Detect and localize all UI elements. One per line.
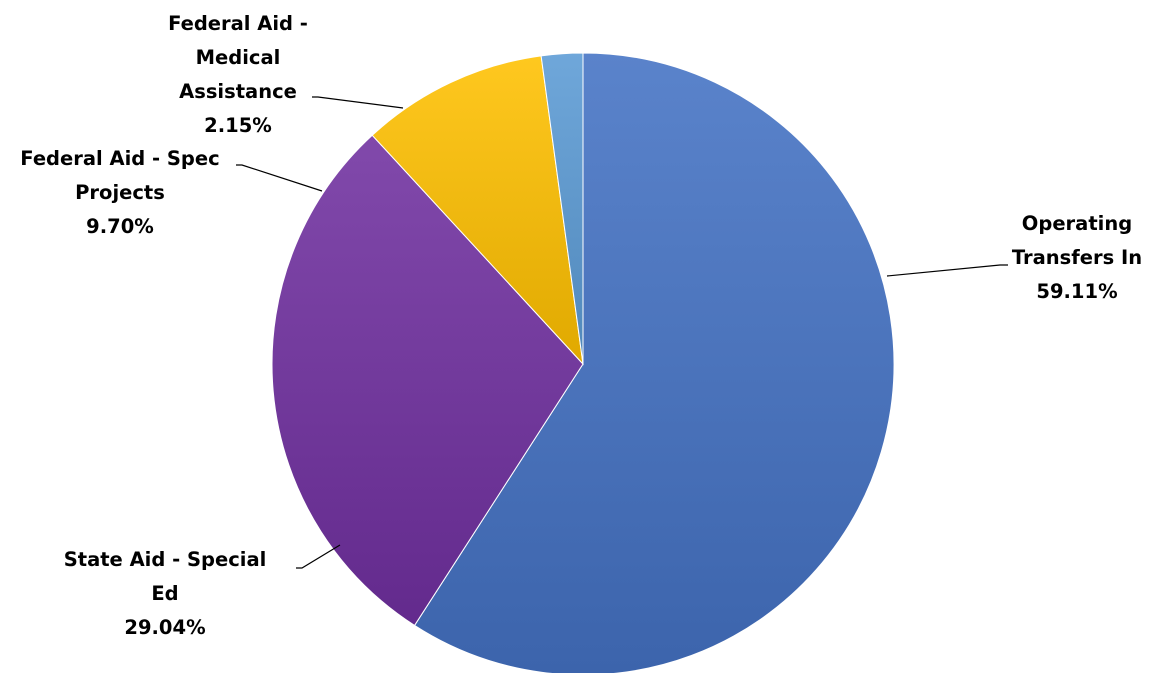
data-label-name: State Aid - Special <box>64 548 267 571</box>
data-label-4: Federal Aid - Medical Assistance 2.15% <box>168 12 308 137</box>
pie-slice-1 <box>413 52 895 673</box>
data-label-percent: 59.11% <box>1036 280 1117 303</box>
data-labels: Operating Transfers In 59.11% State Aid - S… <box>20 12 1142 639</box>
data-label-name: Federal Aid - <box>168 12 308 35</box>
data-label-name: Ed <box>151 582 178 605</box>
leader-line-3 <box>236 164 323 192</box>
data-label-name: Operating <box>1022 212 1132 235</box>
pie-slice-3 <box>371 55 584 366</box>
data-label-percent: 29.04% <box>124 616 205 639</box>
data-label-name: Federal Aid - Spec <box>20 147 219 170</box>
leader-lines <box>236 96 1008 569</box>
data-label-3: Federal Aid - Spec Projects 9.70% <box>20 147 219 238</box>
leader-line-1 <box>886 264 1008 277</box>
data-label-percent: 2.15% <box>204 114 272 137</box>
pie-slices <box>271 52 895 673</box>
data-label-name: Assistance <box>179 80 297 103</box>
pie-slice-4 <box>540 52 584 365</box>
data-label-2: State Aid - Special Ed 29.04% <box>64 548 267 639</box>
data-label-name: Transfers In <box>1012 246 1142 269</box>
data-label-name: Projects <box>75 181 165 204</box>
data-label-name: Medical <box>196 46 281 69</box>
leader-line-2 <box>296 544 341 569</box>
pie-slice-2 <box>271 134 584 627</box>
data-label-percent: 9.70% <box>86 215 154 238</box>
leader-line-4 <box>312 96 404 109</box>
data-label-1: Operating Transfers In 59.11% <box>1012 212 1142 303</box>
